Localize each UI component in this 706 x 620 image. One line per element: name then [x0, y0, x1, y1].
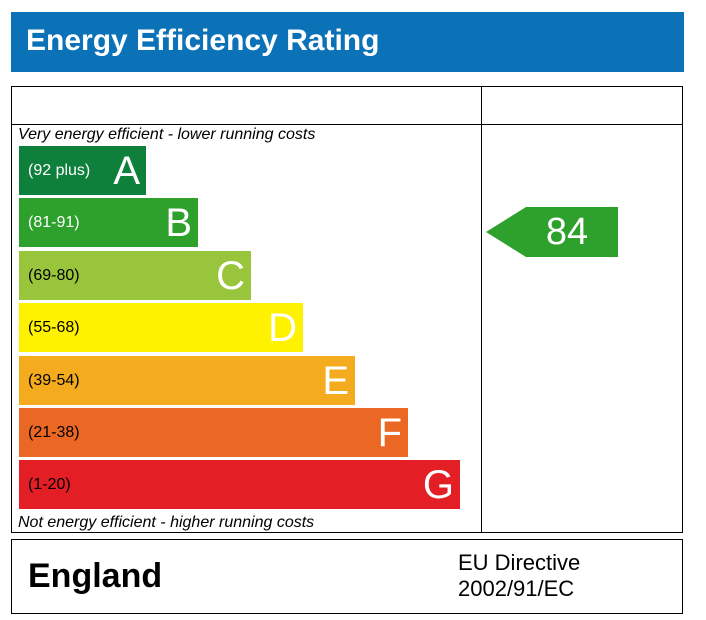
band-d: (55-68) D [19, 303, 303, 352]
band-f-range: (21-38) [28, 423, 80, 441]
band-f: (21-38) F [19, 408, 408, 457]
band-g-letter: G [422, 462, 454, 507]
current-rating-arrow: 84 [486, 207, 618, 257]
directive-line-2: 2002/91/EC [458, 576, 575, 601]
column-divider [481, 86, 482, 533]
band-a-range: (92 plus) [28, 161, 91, 179]
band-d-range: (55-68) [28, 318, 80, 336]
footer-frame [11, 539, 683, 614]
band-f-letter: F [377, 410, 402, 455]
band-b-letter: B [165, 200, 192, 245]
band-a-letter: A [113, 148, 140, 193]
current-rating-value: 84 [545, 211, 589, 253]
band-c: (69-80) C [19, 251, 251, 300]
caption-efficient: Very energy efficient - lower running co… [18, 126, 316, 143]
directive-line-1: EU Directive [458, 550, 581, 575]
caption-inefficient: Not energy efficient - higher running co… [18, 514, 315, 531]
country-label: England [28, 557, 163, 595]
band-g-range: (1-20) [28, 475, 71, 493]
title-bar: Energy Efficiency Rating [11, 12, 684, 72]
band-a: (92 plus) A [19, 146, 146, 195]
band-e-range: (39-54) [28, 371, 80, 389]
band-c-range: (69-80) [28, 266, 80, 284]
chart-frame [11, 86, 683, 533]
header-divider [11, 124, 683, 125]
band-e-letter: E [322, 358, 349, 403]
band-e: (39-54) E [19, 356, 355, 405]
chart-title: Energy Efficiency Rating [26, 24, 380, 57]
eu-directive: EU Directive 2002/91/EC [458, 550, 580, 602]
band-c-letter: C [216, 253, 245, 298]
band-d-letter: D [268, 305, 297, 350]
band-g: (1-20) G [19, 460, 460, 509]
arrow-shape [486, 207, 618, 257]
band-b: (81-91) B [19, 198, 198, 247]
band-b-range: (81-91) [28, 213, 80, 231]
